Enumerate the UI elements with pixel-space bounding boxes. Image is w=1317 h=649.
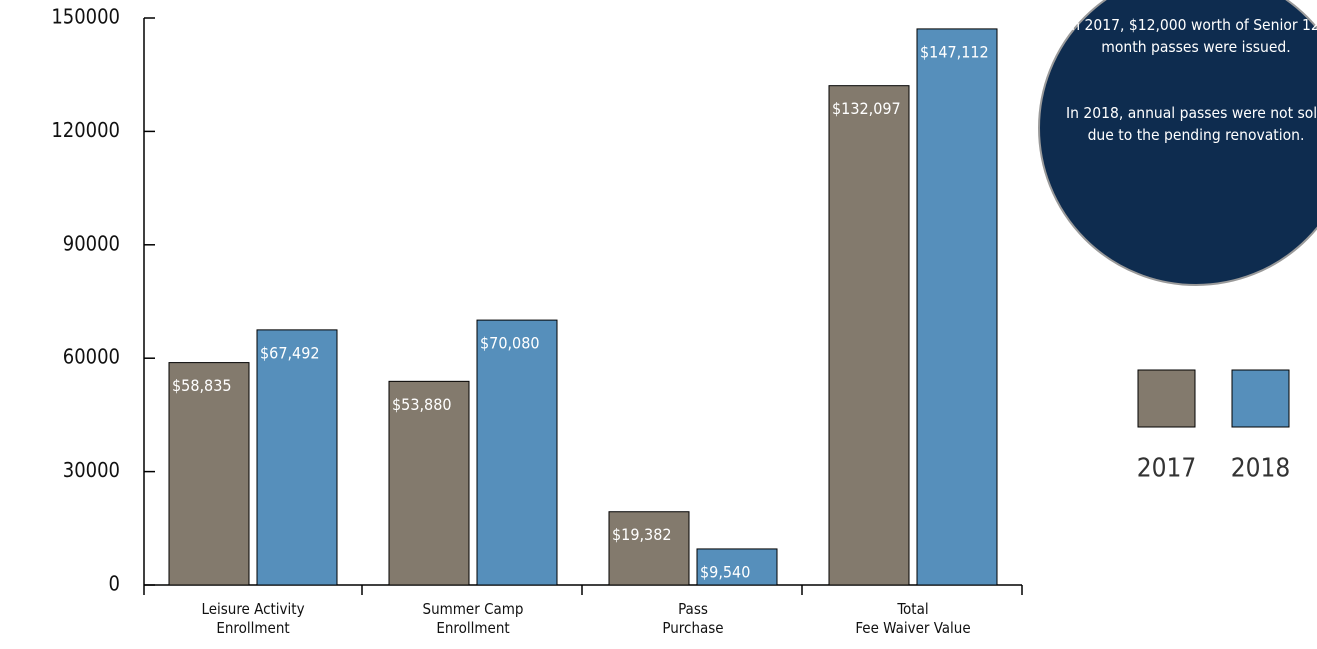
annotation-text: In 2017, $12,000 worth of Senior 12-mont… — [1067, 16, 1317, 56]
value-label: $53,880 — [392, 395, 452, 414]
legend-swatch — [1231, 369, 1290, 428]
bar — [168, 362, 250, 586]
x-tick-label: Leisure Activity Enrollment — [201, 600, 305, 637]
value-label: $19,382 — [612, 525, 672, 544]
bar — [256, 329, 338, 586]
value-label: $58,835 — [172, 376, 232, 395]
value-label: $147,112 — [920, 42, 989, 61]
bar — [696, 548, 778, 586]
legend-label: 2018 — [1231, 454, 1291, 484]
value-label: $70,080 — [480, 334, 540, 353]
annotation-circle — [1038, 0, 1317, 286]
bar — [916, 28, 998, 586]
y-tick-label: 120000 — [51, 118, 120, 142]
value-label: $132,097 — [832, 99, 901, 118]
x-tick-label: Pass Purchase — [662, 600, 724, 637]
value-label: $67,492 — [260, 343, 320, 362]
y-tick-label: 60000 — [63, 345, 120, 369]
x-tick-label: Summer Camp Enrollment — [422, 600, 524, 637]
bar — [388, 380, 470, 586]
legend-label: 2017 — [1137, 454, 1197, 484]
y-tick-label: 150000 — [51, 5, 120, 29]
y-tick-label: 90000 — [63, 231, 120, 255]
bar — [476, 319, 558, 586]
y-tick-label: 30000 — [63, 458, 120, 482]
bar — [828, 85, 910, 586]
annotation-text: In 2018, annual passes were not sold due… — [1065, 104, 1317, 144]
legend-swatch — [1137, 369, 1196, 428]
value-label: $9,540 — [700, 562, 750, 581]
bar — [608, 511, 690, 586]
y-tick-label: 0 — [109, 572, 120, 596]
x-tick-label: Total Fee Waiver Value — [855, 600, 971, 637]
